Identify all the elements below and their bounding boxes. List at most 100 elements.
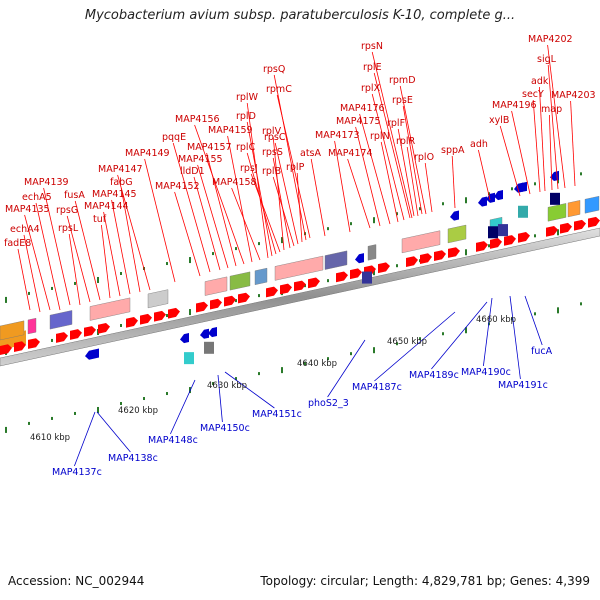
forward-gene-arrow[interactable] xyxy=(504,235,516,246)
forward-gene-arrow[interactable] xyxy=(490,238,502,249)
forward-gene-label[interactable]: echA5 xyxy=(22,192,52,203)
gene-features[interactable] xyxy=(0,170,600,365)
forward-gene-label[interactable]: rpsN xyxy=(361,41,383,52)
forward-gene-label[interactable]: rplE xyxy=(363,62,382,73)
forward-gene-label[interactable]: MAP4174 xyxy=(328,148,373,159)
forward-gene-arrow[interactable] xyxy=(448,247,460,258)
forward-gene-label[interactable]: rpsJ xyxy=(240,163,258,174)
forward-gene-label[interactable]: rpsE xyxy=(392,95,413,106)
feature-box[interactable] xyxy=(367,244,377,261)
forward-gene-label[interactable]: tuf xyxy=(93,214,107,225)
forward-gene-label[interactable]: MAP4139 xyxy=(24,177,69,188)
reverse-gene-arrow[interactable] xyxy=(85,349,94,360)
reverse-feature-box[interactable] xyxy=(518,205,528,218)
forward-gene-arrow[interactable] xyxy=(168,307,180,319)
forward-gene-arrow[interactable] xyxy=(154,310,166,322)
reverse-feature-box[interactable] xyxy=(184,352,194,365)
reverse-gene-label[interactable]: MAP4189c xyxy=(409,370,459,381)
feature-box[interactable] xyxy=(229,271,251,291)
forward-gene-label[interactable]: MAP4196 xyxy=(492,100,537,111)
forward-gene-arrow[interactable] xyxy=(14,341,26,352)
forward-gene-label[interactable]: MAP4157 xyxy=(187,142,232,153)
forward-gene-label[interactable]: MAP4152 xyxy=(155,181,200,192)
feature-box[interactable] xyxy=(89,297,131,321)
reverse-feature-box[interactable] xyxy=(204,341,214,354)
feature-box[interactable] xyxy=(0,320,25,341)
reverse-gene-label[interactable]: MAP4190c xyxy=(461,367,511,378)
forward-gene-arrow[interactable] xyxy=(140,313,152,325)
forward-gene-label[interactable]: MAP4176 xyxy=(340,103,385,114)
forward-gene-arrow[interactable] xyxy=(308,277,320,289)
forward-gene-arrow[interactable] xyxy=(126,316,138,328)
forward-gene-arrow[interactable] xyxy=(238,292,250,304)
feature-box[interactable] xyxy=(204,276,228,296)
forward-gene-label[interactable]: adh xyxy=(470,139,488,150)
forward-gene-label[interactable]: MAP4175 xyxy=(336,116,381,127)
reverse-feature-box[interactable] xyxy=(362,271,372,284)
forward-gene-label[interactable]: rplR xyxy=(396,136,416,147)
reverse-gene-label[interactable]: MAP4187c xyxy=(352,382,402,393)
reverse-gene-label[interactable]: MAP4138c xyxy=(108,453,158,464)
forward-gene-arrow[interactable] xyxy=(518,232,530,243)
forward-gene-label[interactable]: MAP4149 xyxy=(125,148,170,159)
reverse-gene-arrow[interactable] xyxy=(208,326,217,338)
forward-gene-label[interactable]: MAP4147 xyxy=(98,164,143,175)
feature-box[interactable] xyxy=(447,224,467,244)
feature-box[interactable] xyxy=(49,310,73,330)
forward-gene-label[interactable]: MAP4202 xyxy=(528,34,573,45)
forward-gene-arrow[interactable] xyxy=(56,332,68,343)
forward-gene-label[interactable]: MAP4203 xyxy=(551,90,596,101)
forward-gene-label[interactable]: map xyxy=(541,104,562,115)
forward-gene-label[interactable]: MAP4156 xyxy=(175,114,220,125)
forward-gene-label[interactable]: rplW xyxy=(236,92,259,103)
reverse-gene-arrow[interactable] xyxy=(355,253,364,264)
reverse-gene-arrow[interactable] xyxy=(90,348,99,359)
forward-gene-arrow[interactable] xyxy=(280,283,292,295)
forward-gene-label[interactable]: rplX xyxy=(361,83,381,94)
reverse-gene-label[interactable]: MAP4150c xyxy=(200,423,250,434)
reverse-gene-label[interactable]: MAP4148c xyxy=(148,435,198,446)
forward-gene-label[interactable]: MAP4135 xyxy=(5,204,50,215)
forward-gene-label[interactable]: rpsQ xyxy=(263,64,285,75)
forward-gene-arrow[interactable] xyxy=(476,241,488,252)
reverse-gene-arrow[interactable] xyxy=(450,210,459,221)
forward-gene-label[interactable]: rplN xyxy=(370,131,390,142)
forward-gene-label[interactable]: rplF xyxy=(387,118,405,129)
forward-gene-label[interactable]: rpsS xyxy=(262,147,283,158)
forward-gene-arrow[interactable] xyxy=(0,344,12,355)
forward-gene-label[interactable]: MAP4155 xyxy=(178,154,223,165)
forward-gene-label[interactable]: MAP4145 xyxy=(92,189,137,200)
reverse-gene-label[interactable]: MAP4151c xyxy=(252,409,302,420)
forward-gene-label[interactable]: rplO xyxy=(414,152,434,163)
reverse-gene-arrow[interactable] xyxy=(486,192,495,203)
forward-gene-label[interactable]: rpsL xyxy=(58,223,79,234)
forward-gene-arrow[interactable] xyxy=(294,280,306,292)
reverse-feature-box[interactable] xyxy=(550,192,560,205)
forward-gene-label[interactable]: rplV xyxy=(262,126,282,137)
forward-gene-arrow[interactable] xyxy=(70,329,82,340)
forward-gene-arrow[interactable] xyxy=(350,268,362,280)
forward-gene-label[interactable]: rplC xyxy=(236,142,256,153)
reverse-gene-arrow[interactable] xyxy=(518,181,527,192)
feature-box[interactable] xyxy=(401,230,441,254)
forward-gene-arrow[interactable] xyxy=(210,298,222,310)
reverse-gene-label[interactable]: MAP4137c xyxy=(52,467,102,478)
forward-gene-arrow[interactable] xyxy=(196,301,208,313)
forward-gene-arrow[interactable] xyxy=(224,295,236,307)
forward-gene-label[interactable]: echA4 xyxy=(10,224,40,235)
forward-gene-arrow[interactable] xyxy=(84,326,96,337)
forward-gene-label[interactable]: sppA xyxy=(441,145,465,156)
forward-gene-label[interactable]: MAP4173 xyxy=(315,130,360,141)
reverse-feature-box[interactable] xyxy=(488,226,498,239)
feature-box[interactable] xyxy=(254,267,268,285)
forward-gene-label[interactable]: rplB xyxy=(262,166,281,177)
feature-box[interactable] xyxy=(567,200,581,218)
feature-box[interactable] xyxy=(27,317,37,335)
forward-gene-label[interactable]: xylB xyxy=(489,115,509,126)
reverse-feature-box[interactable] xyxy=(498,224,508,237)
forward-gene-arrow[interactable] xyxy=(546,225,558,237)
forward-gene-label[interactable]: lldD1 xyxy=(180,166,205,177)
forward-gene-arrow[interactable] xyxy=(336,271,348,283)
